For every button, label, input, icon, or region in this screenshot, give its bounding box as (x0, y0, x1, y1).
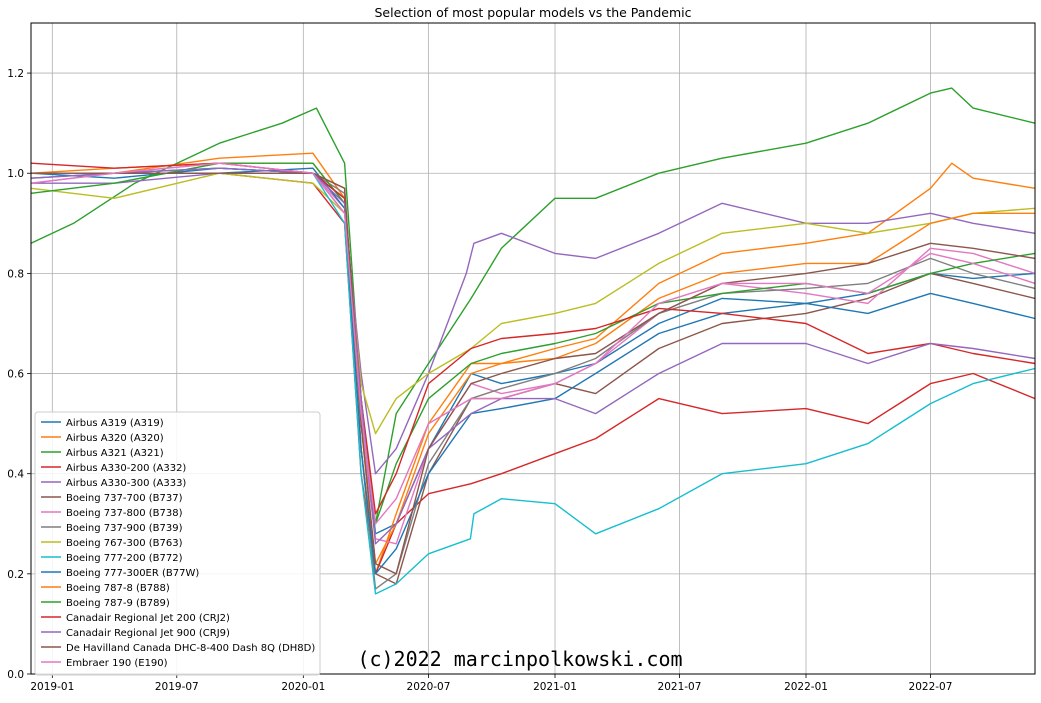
legend-label: Embraer 190 (E190) (66, 658, 168, 669)
watermark: (c)2022 marcinpolkowski.com (357, 647, 682, 671)
legend-label: Airbus A330-200 (A332) (66, 463, 186, 474)
legend-label: Airbus A321 (A321) (66, 448, 164, 459)
legend-label: Boeing 737-900 (B739) (66, 523, 183, 534)
y-tick-label: 0.6 (7, 369, 24, 381)
legend-label: Boeing 787-8 (B788) (66, 583, 170, 594)
legend-label: Canadair Regional Jet 900 (CRJ9) (66, 628, 230, 639)
legend-label: Boeing 767-300 (B763) (66, 538, 183, 549)
chart-title: Selection of most popular models vs the … (375, 5, 692, 20)
series-line-10 (30, 167, 1036, 575)
x-tick-label: 2022-01 (784, 681, 828, 693)
x-tick-label: 2021-07 (658, 681, 702, 693)
legend-label: Airbus A330-300 (A333) (66, 478, 186, 489)
y-tick-label: 0.2 (7, 569, 24, 581)
series-line-14 (30, 167, 1036, 545)
x-tick-label: 2020-07 (407, 681, 451, 693)
series-line-3 (31, 172, 1036, 575)
legend-label: De Havilland Canada DHC-8-400 Dash 8Q (D… (66, 643, 315, 654)
series-line-16 (30, 162, 1036, 525)
y-tick-label: 0.8 (7, 268, 24, 280)
legend-label: Boeing 737-800 (B738) (66, 508, 183, 519)
y-tick-label: 1.2 (7, 68, 24, 80)
legend-label: Airbus A319 (A319) (66, 418, 164, 429)
legend-box (34, 411, 321, 676)
x-tick-label: 2021-01 (533, 681, 577, 693)
plot-frame (30, 22, 1036, 675)
series-line-2 (30, 87, 1036, 525)
x-tick-label: 2019-07 (155, 681, 199, 693)
legend-label: Canadair Regional Jet 200 (CRJ2) (66, 613, 230, 624)
y-tick-label: 1.0 (7, 168, 24, 180)
legend-label: Boeing 737-700 (B737) (66, 493, 183, 504)
x-tick-label: 2022-07 (909, 681, 953, 693)
legend-label: Boeing 777-300ER (B77W) (66, 568, 199, 579)
legend-label: Airbus A320 (A320) (66, 433, 164, 444)
series-line-8 (30, 172, 1036, 435)
legend-label: Boeing 777-200 (B772) (66, 553, 183, 564)
x-tick-label: 2019-01 (30, 681, 74, 693)
series-line-15 (31, 172, 1036, 575)
x-tick-label: 2020-01 (281, 681, 325, 693)
y-tick-label: 0.4 (7, 469, 24, 481)
series-line-9 (31, 167, 1036, 595)
legend: Airbus A319 (A319) Airbus A320 (A320) Airb… (34, 411, 321, 676)
y-tick-label: 0.0 (7, 669, 24, 681)
legend-label: Boeing 787-9 (B789) (66, 598, 170, 609)
